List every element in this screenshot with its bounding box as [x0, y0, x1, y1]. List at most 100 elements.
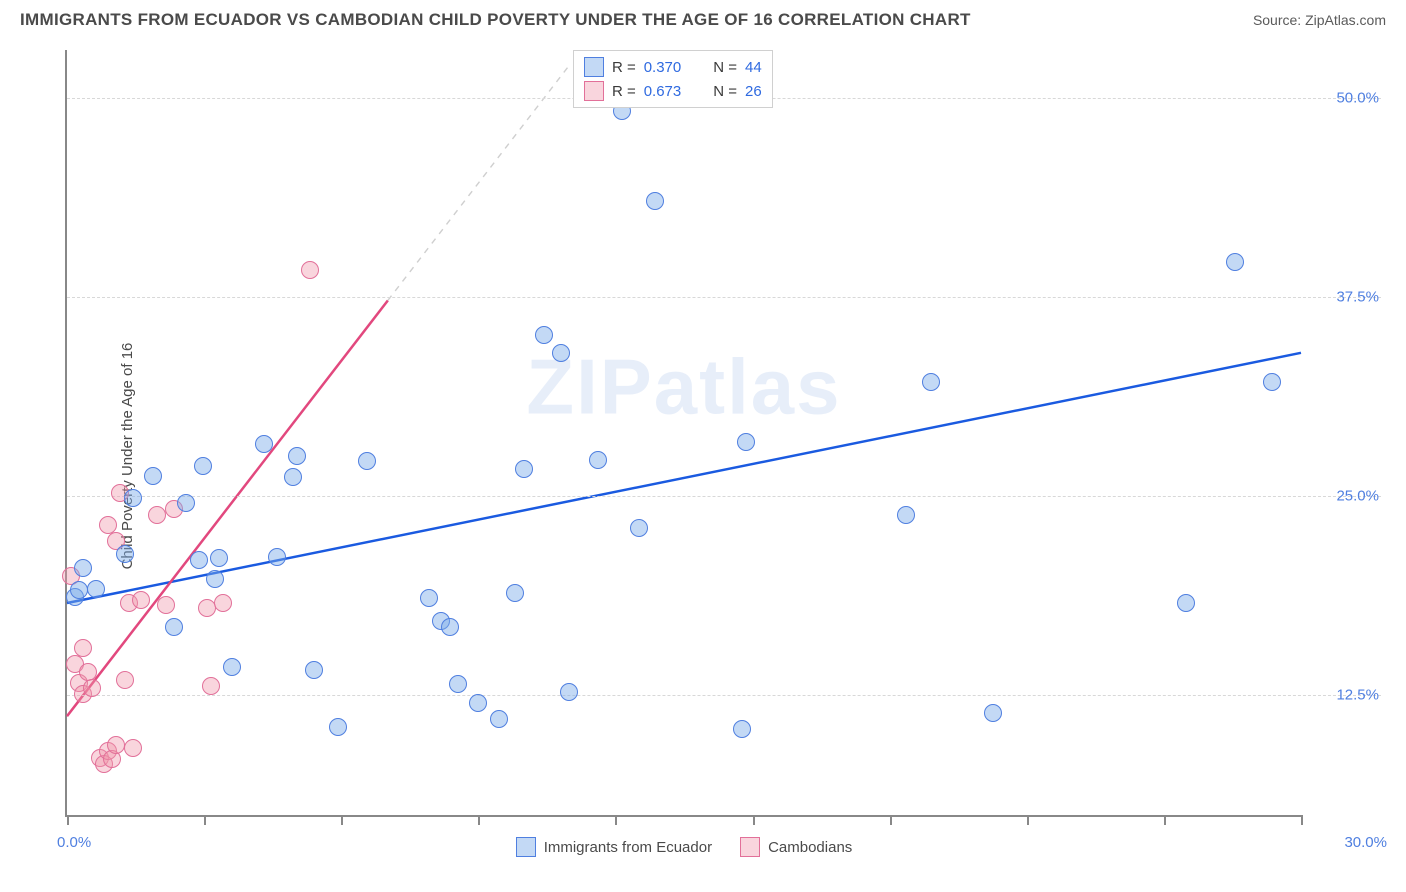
scatter-point-cambodian: [124, 739, 142, 757]
r-label: R =: [612, 83, 636, 100]
y-tick-label: 12.5%: [1336, 687, 1379, 704]
scatter-point-ecuador: [116, 545, 134, 563]
scatter-point-ecuador: [190, 551, 208, 569]
trendline-cambodian-solid: [67, 300, 388, 716]
chart-title: IMMIGRANTS FROM ECUADOR VS CAMBODIAN CHI…: [20, 10, 971, 30]
scatter-point-ecuador: [358, 452, 376, 470]
y-tick-label: 50.0%: [1336, 89, 1379, 106]
scatter-point-ecuador: [329, 718, 347, 736]
scatter-point-cambodian: [198, 599, 216, 617]
swatch-ecuador: [584, 57, 604, 77]
scatter-point-ecuador: [984, 704, 1002, 722]
x-tick-label-min: 0.0%: [57, 834, 91, 851]
scatter-point-ecuador: [177, 494, 195, 512]
swatch-cambodian: [584, 81, 604, 101]
scatter-point-cambodian: [74, 639, 92, 657]
scatter-point-cambodian: [116, 671, 134, 689]
trendline-cambodian-dashed: [388, 66, 569, 301]
scatter-point-ecuador: [223, 658, 241, 676]
x-tick: [615, 815, 617, 825]
x-tick: [890, 815, 892, 825]
scatter-point-ecuador: [288, 447, 306, 465]
n-value-ecuador: 44: [745, 59, 762, 76]
scatter-point-cambodian: [301, 261, 319, 279]
scatter-point-ecuador: [552, 344, 570, 362]
scatter-point-ecuador: [194, 457, 212, 475]
gridline: [67, 695, 1381, 696]
scatter-point-cambodian: [83, 679, 101, 697]
trendline-ecuador: [67, 353, 1301, 603]
scatter-point-ecuador: [206, 570, 224, 588]
n-label: N =: [713, 59, 737, 76]
x-tick: [67, 815, 69, 825]
source-name: ZipAtlas.com: [1305, 12, 1386, 28]
plot-area: ZIPatlas R = 0.370 N = 44 R = 0.673 N = …: [65, 50, 1301, 817]
chart-container: Child Poverty Under the Age of 16 ZIPatl…: [20, 40, 1386, 872]
n-label: N =: [713, 83, 737, 100]
scatter-point-ecuador: [737, 433, 755, 451]
watermark: ZIPatlas: [526, 341, 841, 432]
legend-label-cambodian: Cambodians: [768, 839, 852, 856]
legend-stats: R = 0.370 N = 44 R = 0.673 N = 26: [573, 50, 773, 108]
scatter-point-ecuador: [87, 580, 105, 598]
scatter-point-ecuador: [630, 519, 648, 537]
y-tick-label: 25.0%: [1336, 488, 1379, 505]
scatter-point-ecuador: [441, 618, 459, 636]
scatter-point-ecuador: [124, 489, 142, 507]
legend-series: Immigrants from Ecuador Cambodians: [67, 837, 1301, 857]
scatter-point-ecuador: [646, 192, 664, 210]
legend-label-ecuador: Immigrants from Ecuador: [544, 839, 712, 856]
scatter-point-cambodian: [214, 594, 232, 612]
scatter-point-ecuador: [268, 548, 286, 566]
scatter-point-ecuador: [284, 468, 302, 486]
legend-stats-row-ecuador: R = 0.370 N = 44: [584, 55, 762, 79]
scatter-point-cambodian: [107, 736, 125, 754]
swatch-cambodian: [740, 837, 760, 857]
legend-stats-row-cambodian: R = 0.673 N = 26: [584, 79, 762, 103]
scatter-point-ecuador: [922, 373, 940, 391]
scatter-point-ecuador: [144, 467, 162, 485]
scatter-point-ecuador: [515, 460, 533, 478]
x-tick: [341, 815, 343, 825]
scatter-point-ecuador: [165, 618, 183, 636]
scatter-point-ecuador: [506, 584, 524, 602]
scatter-point-ecuador: [589, 451, 607, 469]
x-tick: [478, 815, 480, 825]
swatch-ecuador: [516, 837, 536, 857]
chart-source: Source: ZipAtlas.com: [1253, 12, 1386, 28]
legend-item-ecuador: Immigrants from Ecuador: [516, 837, 712, 857]
scatter-point-ecuador: [897, 506, 915, 524]
source-prefix: Source:: [1253, 12, 1305, 28]
r-label: R =: [612, 59, 636, 76]
r-value-ecuador: 0.370: [644, 59, 682, 76]
scatter-point-ecuador: [535, 326, 553, 344]
x-tick: [204, 815, 206, 825]
trendlines-svg: [67, 50, 1301, 815]
x-tick: [1027, 815, 1029, 825]
scatter-point-ecuador: [255, 435, 273, 453]
scatter-point-ecuador: [490, 710, 508, 728]
scatter-point-cambodian: [132, 591, 150, 609]
scatter-point-cambodian: [148, 506, 166, 524]
scatter-point-ecuador: [1263, 373, 1281, 391]
scatter-point-cambodian: [157, 596, 175, 614]
x-tick-label-max: 30.0%: [1344, 834, 1387, 851]
scatter-point-ecuador: [733, 720, 751, 738]
y-tick-label: 37.5%: [1336, 289, 1379, 306]
gridline: [67, 297, 1381, 298]
scatter-point-ecuador: [1226, 253, 1244, 271]
scatter-point-ecuador: [210, 549, 228, 567]
scatter-point-ecuador: [305, 661, 323, 679]
scatter-point-ecuador: [449, 675, 467, 693]
x-tick: [753, 815, 755, 825]
legend-item-cambodian: Cambodians: [740, 837, 852, 857]
scatter-point-ecuador: [469, 694, 487, 712]
scatter-point-ecuador: [420, 589, 438, 607]
scatter-point-ecuador: [70, 581, 88, 599]
scatter-point-ecuador: [1177, 594, 1195, 612]
scatter-point-cambodian: [202, 677, 220, 695]
x-tick: [1301, 815, 1303, 825]
scatter-point-ecuador: [74, 559, 92, 577]
gridline: [67, 496, 1381, 497]
scatter-point-ecuador: [560, 683, 578, 701]
